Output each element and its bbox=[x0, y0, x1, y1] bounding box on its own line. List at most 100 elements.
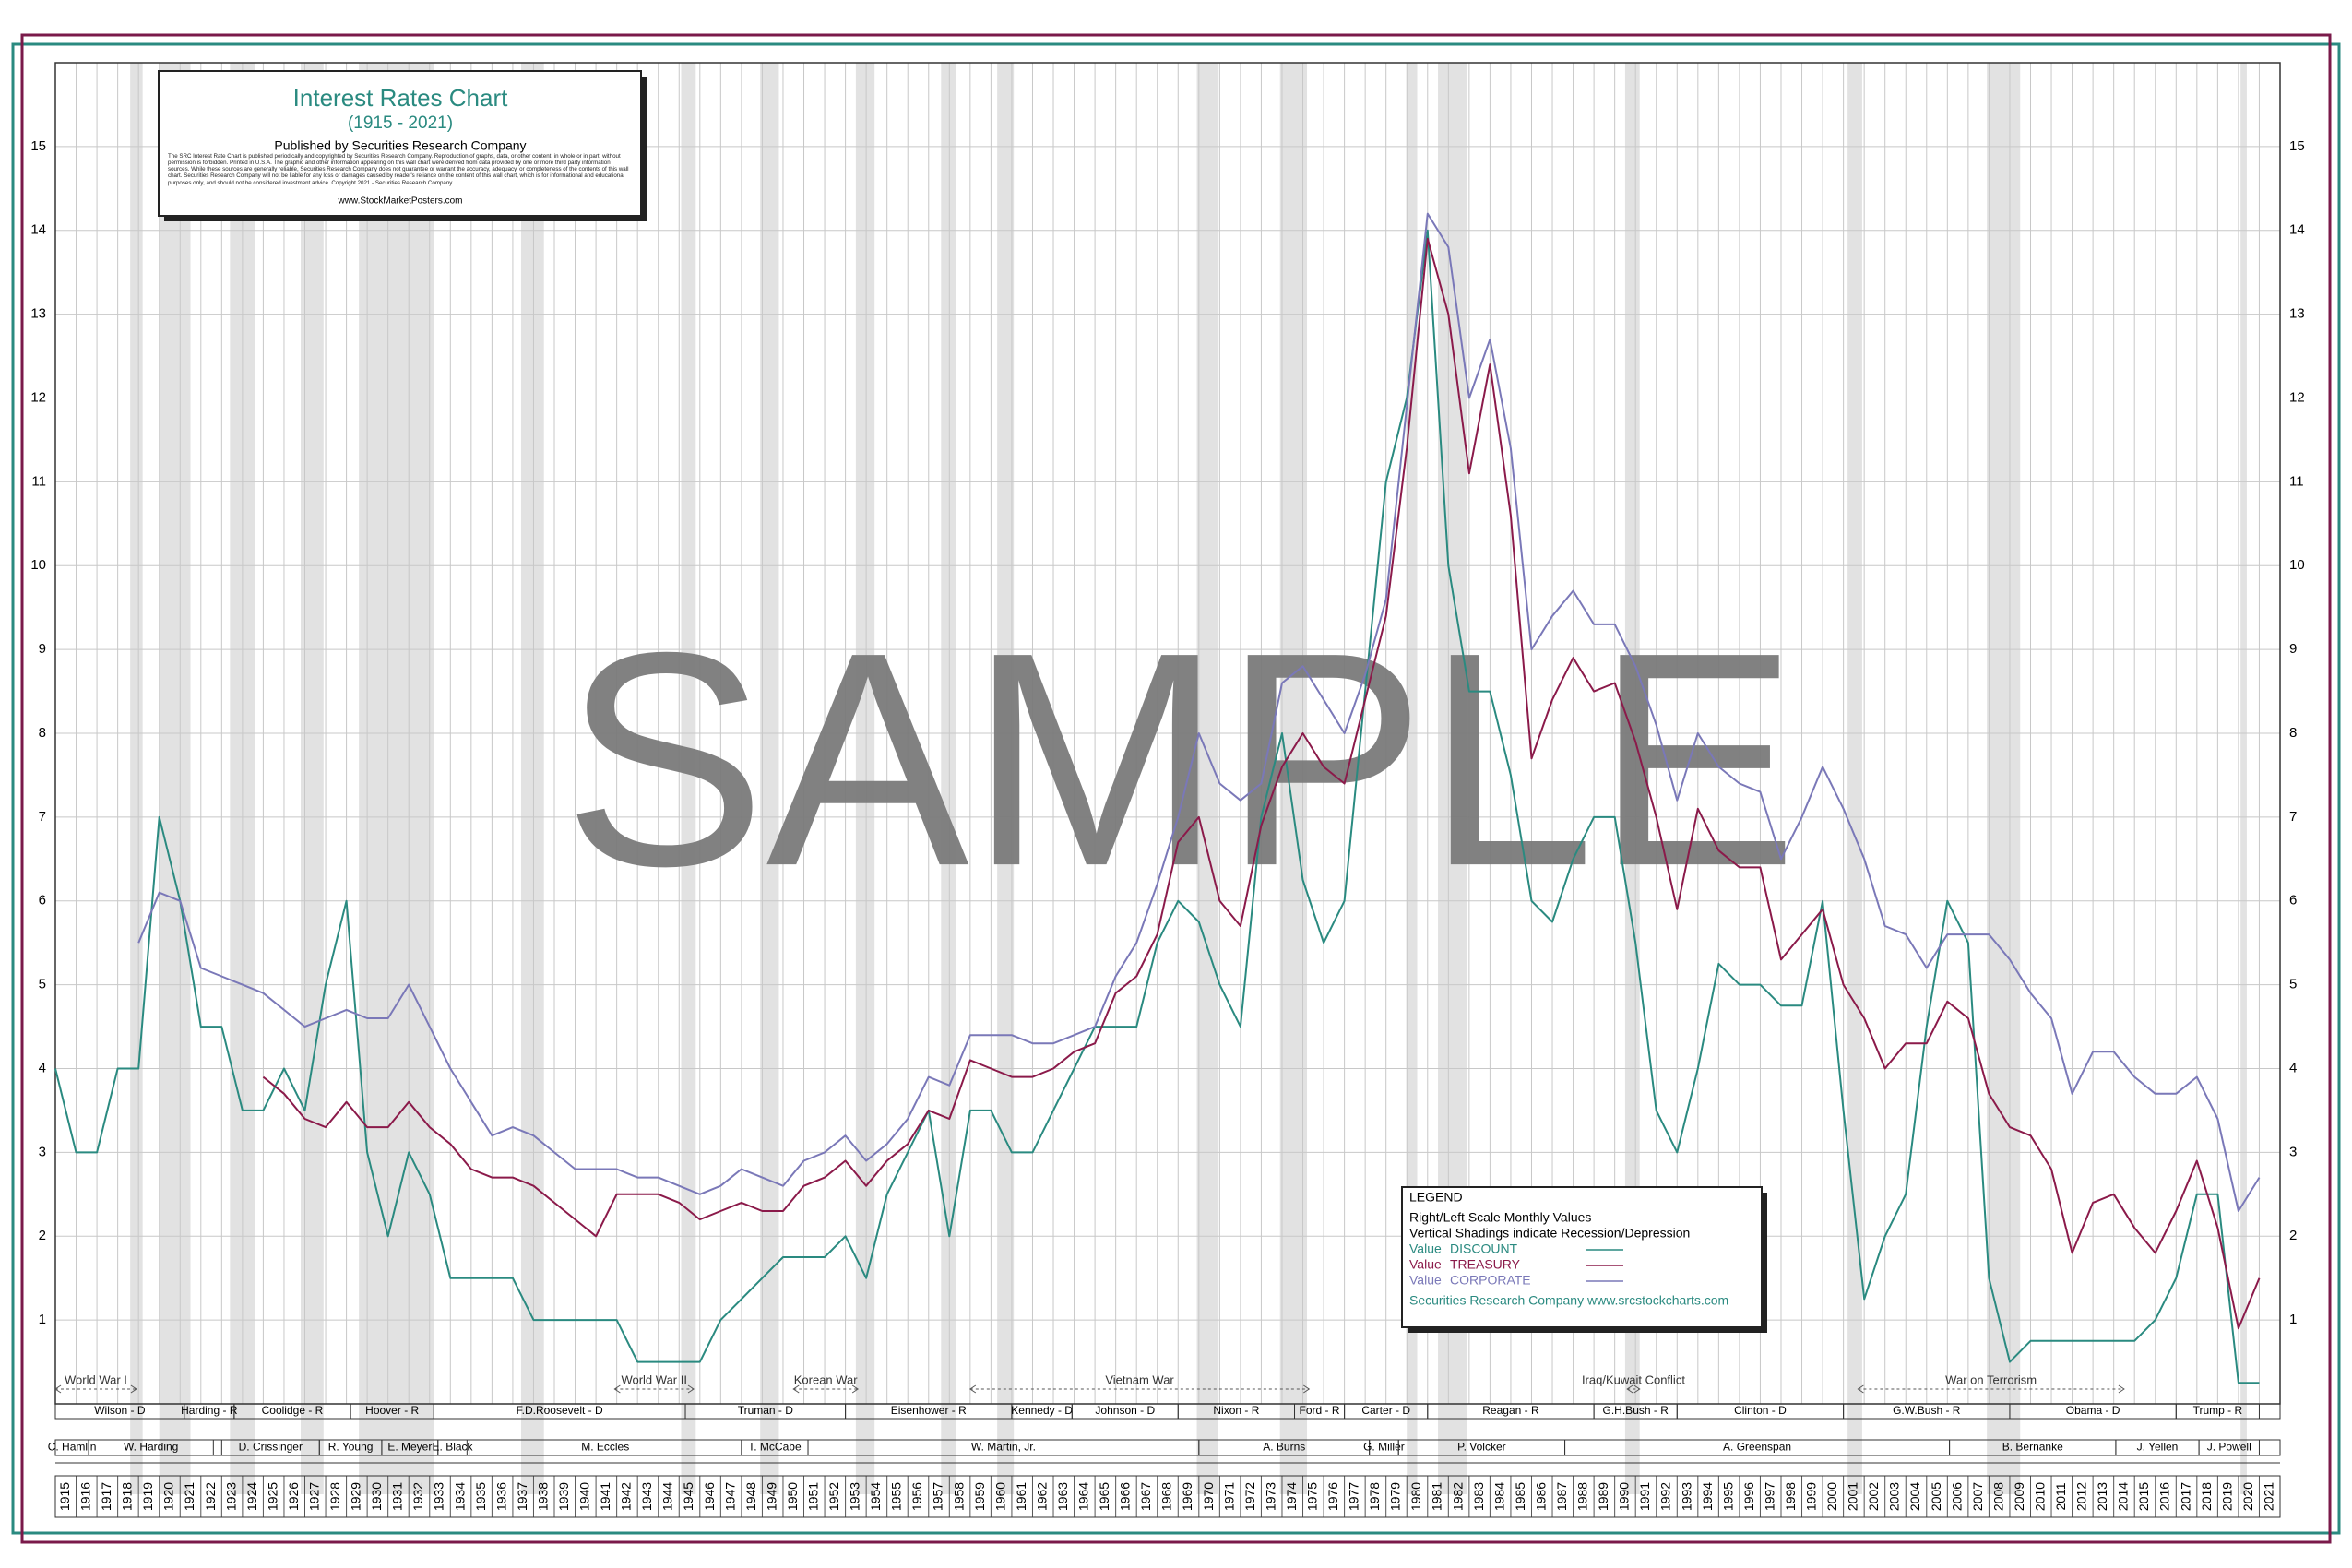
legend-title: LEGEND bbox=[1409, 1190, 1463, 1205]
x-tick-label: 1930 bbox=[369, 1482, 384, 1511]
legend-entry: TREASURY bbox=[1450, 1257, 1521, 1272]
y-tick-label-right: 6 bbox=[2289, 893, 2297, 909]
y-tick-label-right: 5 bbox=[2289, 977, 2297, 992]
x-tick-label: 1965 bbox=[1097, 1482, 1111, 1511]
x-tick-label: 2002 bbox=[1866, 1482, 1881, 1511]
y-tick-label-left: 15 bbox=[30, 138, 46, 154]
x-tick-label: 1941 bbox=[598, 1482, 612, 1511]
x-tick-label: 1952 bbox=[826, 1482, 841, 1511]
x-tick-label: 1982 bbox=[1450, 1482, 1465, 1511]
recession-shading bbox=[1407, 63, 1418, 1494]
x-tick-label: 1972 bbox=[1242, 1482, 1257, 1511]
fed-chair-label: J. Powell bbox=[2207, 1441, 2251, 1454]
x-tick-label: 2018 bbox=[2199, 1482, 2214, 1511]
recession-shading bbox=[1624, 63, 1640, 1494]
x-tick-label: 1986 bbox=[1533, 1482, 1548, 1511]
x-tick-label: 1949 bbox=[764, 1482, 778, 1511]
legend-entry: DISCOUNT bbox=[1450, 1241, 1518, 1256]
x-tick-label: 1947 bbox=[722, 1482, 737, 1511]
x-tick-label: 1926 bbox=[286, 1482, 301, 1511]
president-label: Truman - D bbox=[738, 1404, 794, 1417]
y-tick-label-left: 2 bbox=[39, 1228, 46, 1243]
president-label: Reagan - R bbox=[1482, 1404, 1539, 1417]
fed-chair-label: W. Harding bbox=[124, 1441, 178, 1454]
x-tick-label: 1938 bbox=[535, 1482, 550, 1511]
recession-shading bbox=[300, 63, 324, 1494]
x-tick-label: 2010 bbox=[2032, 1482, 2047, 1511]
president-label: F.D.Roosevelt - D bbox=[517, 1404, 603, 1417]
x-tick-label: 1933 bbox=[432, 1482, 446, 1511]
y-tick-label-right: 1 bbox=[2289, 1312, 2297, 1327]
president-label: G.H.Bush - R bbox=[1603, 1404, 1669, 1417]
y-tick-label-left: 3 bbox=[39, 1144, 46, 1159]
title: Interest Rates Chart bbox=[293, 84, 508, 112]
x-tick-label: 1983 bbox=[1471, 1482, 1486, 1511]
x-tick-label: 1924 bbox=[244, 1482, 259, 1511]
fed-chair-label: C. Hamlin bbox=[48, 1441, 97, 1454]
x-tick-label: 1981 bbox=[1430, 1482, 1444, 1511]
x-tick-label: 2017 bbox=[2178, 1482, 2192, 1511]
series-line bbox=[262, 237, 2261, 1330]
x-tick-label: 2019 bbox=[2219, 1482, 2234, 1511]
y-tick-label-left: 8 bbox=[39, 725, 46, 741]
x-tick-label: 1962 bbox=[1034, 1482, 1049, 1511]
war-arrow bbox=[613, 1384, 695, 1394]
publisher: Published by Securities Research Company bbox=[274, 138, 526, 153]
x-tick-label: 1925 bbox=[265, 1482, 279, 1511]
year-row bbox=[54, 1475, 2281, 1518]
x-tick-label: 1964 bbox=[1076, 1482, 1091, 1511]
president-label: Carter - D bbox=[1361, 1404, 1410, 1417]
x-tick-label: 1957 bbox=[931, 1482, 945, 1511]
x-tick-label: 2021 bbox=[2261, 1482, 2275, 1511]
x-tick-label: 1953 bbox=[848, 1482, 862, 1511]
fed-chair-label: T. McCabe bbox=[748, 1441, 802, 1454]
x-tick-label: 1998 bbox=[1783, 1482, 1798, 1511]
x-tick-label: 2014 bbox=[2116, 1482, 2131, 1511]
legend-prefix: Value bbox=[1409, 1273, 1442, 1288]
fed-chair-label: G. Miller bbox=[1363, 1441, 1405, 1454]
series-line bbox=[54, 229, 2260, 1384]
president-label: Nixon - R bbox=[1213, 1404, 1259, 1417]
y-tick-label-left: 5 bbox=[39, 977, 46, 992]
x-tick-label: 1992 bbox=[1658, 1482, 1673, 1511]
x-tick-label: 1984 bbox=[1491, 1482, 1506, 1511]
y-tick-label-left: 11 bbox=[31, 473, 46, 489]
fed-chair-label: D. Crissinger bbox=[239, 1441, 303, 1454]
legend-note: Vertical Shadings indicate Recession/Dep… bbox=[1409, 1226, 1690, 1241]
recession-shading bbox=[997, 63, 1015, 1494]
president-label: Ford - R bbox=[1300, 1404, 1340, 1417]
fed-chair-label: W. Martin, Jr. bbox=[971, 1441, 1036, 1454]
x-tick-label: 2005 bbox=[1929, 1482, 1943, 1511]
recession-shading bbox=[1847, 63, 1862, 1494]
recession-shading bbox=[855, 63, 875, 1494]
x-tick-label: 1927 bbox=[306, 1482, 321, 1511]
war-arrow bbox=[54, 1384, 137, 1394]
president-label: Clinton - D bbox=[1734, 1404, 1787, 1417]
x-tick-label: 1954 bbox=[868, 1482, 883, 1511]
x-tick-label: 1997 bbox=[1762, 1482, 1776, 1511]
legend: LEGEND Right/Left Scale Monthly ValuesVer… bbox=[1401, 1186, 1767, 1333]
x-tick-label: 1974 bbox=[1284, 1482, 1299, 1511]
legend-prefix: Value bbox=[1409, 1241, 1442, 1256]
x-tick-label: 1980 bbox=[1408, 1482, 1423, 1511]
y-tick-label-right: 9 bbox=[2289, 641, 2297, 657]
x-tick-label: 1935 bbox=[473, 1482, 488, 1511]
x-tick-label: 1915 bbox=[57, 1482, 72, 1511]
x-tick-label: 1940 bbox=[577, 1482, 592, 1511]
x-tick-label: 1918 bbox=[120, 1482, 135, 1511]
x-tick-label: 1999 bbox=[1804, 1482, 1819, 1511]
y-tick-label-left: 4 bbox=[39, 1060, 46, 1075]
x-tick-label: 2003 bbox=[1887, 1482, 1902, 1511]
y-tick-label-left: 13 bbox=[30, 306, 46, 322]
y-tick-label-left: 6 bbox=[39, 893, 46, 909]
y-tick-label-right: 3 bbox=[2289, 1144, 2297, 1159]
president-label: Obama - D bbox=[2066, 1404, 2120, 1417]
x-tick-label: 1963 bbox=[1055, 1482, 1070, 1511]
war-label: World War I bbox=[65, 1372, 127, 1386]
x-tick-label: 1960 bbox=[992, 1482, 1007, 1511]
fed-chair-label: J. Yellen bbox=[2137, 1441, 2179, 1454]
x-tick-label: 1929 bbox=[349, 1482, 363, 1511]
x-tick-label: 2013 bbox=[2095, 1482, 2109, 1511]
legend-note: Right/Left Scale Monthly Values bbox=[1409, 1210, 1591, 1225]
x-tick-label: 1975 bbox=[1304, 1482, 1319, 1511]
